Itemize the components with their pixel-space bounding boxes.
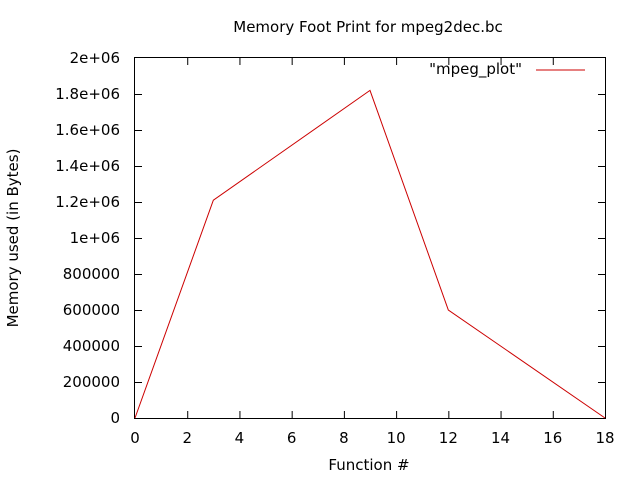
x-tick-label: 6 <box>287 429 297 447</box>
x-tick-label: 2 <box>182 429 192 447</box>
y-tick-label: 1.2e+06 <box>55 193 120 211</box>
x-tick-label: 16 <box>543 429 562 447</box>
y-axis-label: Memory used (in Bytes) <box>4 149 22 328</box>
x-tick-label: 10 <box>387 429 406 447</box>
y-axis-ticks: 0 200000 400000 600000 800000 1e+06 1.2e+06 1.4… <box>55 49 605 427</box>
y-tick-label: 600000 <box>63 301 120 319</box>
legend-label: "mpeg_plot" <box>429 60 522 79</box>
x-tick-label: 0 <box>130 429 140 447</box>
y-tick-label: 1.6e+06 <box>55 121 120 139</box>
y-tick-label: 1.4e+06 <box>55 157 120 175</box>
x-tick-label: 12 <box>439 429 458 447</box>
x-tick-label: 18 <box>595 429 614 447</box>
y-tick-label: 800000 <box>63 265 120 283</box>
legend: "mpeg_plot" <box>429 60 585 79</box>
y-tick-label: 200000 <box>63 373 120 391</box>
y-tick-label: 2e+06 <box>70 49 120 67</box>
x-tick-label: 4 <box>235 429 245 447</box>
chart-title: Memory Foot Print for mpeg2dec.bc <box>233 18 503 36</box>
x-tick-label: 14 <box>491 429 510 447</box>
x-axis-label: Function # <box>328 456 409 474</box>
series-line-0 <box>134 89 606 419</box>
series-layer <box>134 89 606 419</box>
x-tick-label: 8 <box>339 429 349 447</box>
y-tick-label: 400000 <box>63 337 120 355</box>
y-tick-label: 1.8e+06 <box>55 85 120 103</box>
plot-frame <box>134 57 606 419</box>
y-tick-label: 1e+06 <box>70 229 120 247</box>
x-axis-ticks: 0 2 4 6 8 10 12 14 16 18 <box>130 58 615 447</box>
y-tick-label: 0 <box>110 409 120 427</box>
